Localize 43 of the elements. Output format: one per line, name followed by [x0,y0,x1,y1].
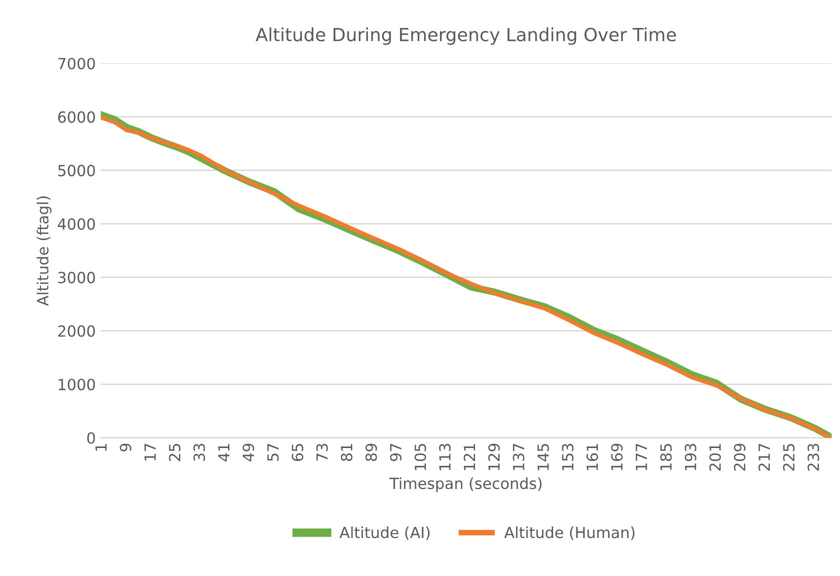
x-tick-label: 17 [144,444,156,460]
x-tick-label: 217 [758,444,770,471]
y-tick-label: 7000 [58,58,95,70]
x-tick-label: 113 [439,444,451,470]
x-tick-label: 169 [611,444,623,470]
x-tick-label: 33 [193,444,206,461]
x-tick-label: 97 [390,444,402,462]
x-tick-label: 129 [488,444,500,470]
x-tick-label: 49 [242,444,254,462]
x-tick-label: 201 [709,444,721,471]
x-tick-label: 153 [562,444,574,470]
y-tick-label: 2000 [58,325,95,337]
x-tick-label: 81 [340,444,352,462]
x-tick-label: 121 [464,444,476,470]
x-tick-label: 209 [734,444,746,471]
chart-title: Altitude During Emergency Landing Over Time [256,27,676,45]
x-tick-label: 233 [808,444,820,471]
x-tick-label: 89 [365,444,377,462]
x-tick-label: 73 [316,444,328,461]
x-tick-label: 193 [684,444,696,470]
x-tick-label: 105 [414,444,426,470]
legend-label: Altitude (AI) [340,526,430,540]
y-axis-title: Altitude (ftagl) [36,196,52,306]
x-tick-label: 57 [267,444,279,461]
y-tick-label: 6000 [58,111,95,123]
x-tick-label: 177 [636,444,647,470]
x-tick-label: 65 [292,444,304,461]
y-tick-label: 0 [87,432,95,444]
x-tick-label: 137 [512,444,524,470]
y-tick-label: 3000 [58,272,95,284]
x-tick-label: 185 [660,444,672,470]
x-tick-label: 225 [783,444,795,471]
y-tick-label: 1000 [58,378,95,390]
x-tick-label: 1 [95,444,107,451]
x-tick-label: 145 [538,444,549,470]
x-tick-label: 25 [168,444,180,461]
legend-label: Altitude (Human) [504,526,634,540]
x-axis-title: Timespan (seconds) [390,477,542,492]
x-tick-label: 161 [586,444,598,470]
y-tick-label: 4000 [58,218,95,230]
x-tick-label: 41 [218,444,230,462]
x-tick-label: 9 [120,444,132,452]
y-tick-label: 5000 [58,164,95,176]
